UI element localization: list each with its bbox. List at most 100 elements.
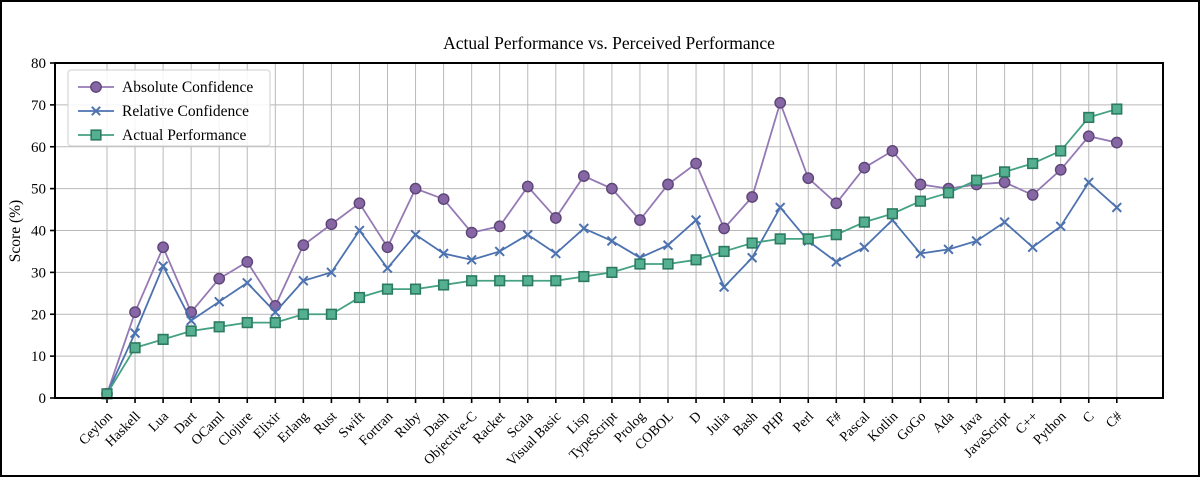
data-point-marker <box>1055 145 1067 157</box>
data-point-marker <box>971 235 982 247</box>
data-point-marker <box>858 161 871 174</box>
data-point-marker <box>1111 103 1123 115</box>
data-point-marker <box>298 275 309 286</box>
legend-item-actual-performance: Actual Performance <box>78 127 246 144</box>
data-point-marker <box>999 217 1010 228</box>
data-point-marker <box>998 176 1011 189</box>
data-point-marker <box>354 225 365 236</box>
data-point-marker <box>578 223 589 234</box>
data-point-marker <box>1055 221 1066 232</box>
data-point-marker <box>129 327 141 339</box>
data-point-marker <box>802 233 814 245</box>
data-point-marker <box>410 229 421 240</box>
legend-square-marker-icon <box>90 129 102 141</box>
data-point-marker <box>493 220 506 233</box>
data-point-marker <box>859 242 870 253</box>
data-point-marker <box>914 195 927 207</box>
data-point-marker <box>129 342 141 354</box>
x-tick-label: C# <box>1103 409 1125 431</box>
data-point-marker <box>1054 163 1067 176</box>
data-point-marker <box>690 254 702 266</box>
data-point-marker <box>690 157 702 170</box>
y-axis-label: Score (%) <box>7 200 24 262</box>
data-point-marker <box>129 306 141 319</box>
data-point-marker <box>213 321 225 333</box>
data-point-marker <box>466 254 477 265</box>
legend-label: Absolute Confidence <box>122 79 253 96</box>
data-point-marker <box>157 333 169 345</box>
data-point-marker <box>241 256 254 268</box>
data-point-marker <box>157 260 169 272</box>
data-point-marker <box>297 308 309 320</box>
data-point-marker <box>381 241 394 254</box>
data-point-marker <box>270 307 281 318</box>
plot-border <box>54 62 1164 399</box>
data-point-marker <box>1110 136 1123 149</box>
data-point-marker <box>326 267 337 278</box>
data-point-marker <box>606 235 618 247</box>
data-point-marker <box>802 172 815 185</box>
data-point-marker <box>718 281 730 293</box>
data-point-marker <box>381 283 394 295</box>
data-point-marker <box>942 187 955 199</box>
legend-item-absolute-confidence: Absolute Confidence <box>78 79 253 96</box>
data-point-marker <box>409 283 422 295</box>
data-point-marker <box>185 325 197 337</box>
data-point-marker <box>774 233 786 245</box>
data-point-marker <box>466 275 478 287</box>
data-point-marker <box>522 275 534 287</box>
data-point-marker <box>606 182 618 195</box>
x-tick-label: Erlang <box>275 409 312 446</box>
legend: Absolute Confidence Relative Confidence … <box>67 69 271 147</box>
data-point-marker <box>521 180 534 193</box>
data-point-marker <box>409 182 422 195</box>
data-point-marker <box>662 258 674 270</box>
data-point-marker <box>775 202 786 213</box>
data-point-marker <box>549 212 562 224</box>
data-point-marker <box>690 214 702 226</box>
data-point-marker <box>718 245 730 258</box>
data-point-marker <box>437 193 450 205</box>
data-point-marker <box>858 216 870 228</box>
data-point-marker <box>214 296 225 307</box>
data-point-marker <box>886 208 898 220</box>
y-tick-label: 20 <box>31 307 46 323</box>
data-point-marker <box>662 240 674 251</box>
data-point-marker <box>465 226 478 239</box>
data-point-marker <box>1027 242 1038 253</box>
y-tick-label: 50 <box>31 182 46 198</box>
x-tick-label: Julia <box>704 409 734 439</box>
data-point-marker <box>830 197 843 210</box>
x-tick-label: Lua <box>146 409 173 436</box>
x-tick-label: Pascal <box>837 409 873 445</box>
data-point-marker <box>242 277 253 288</box>
x-tick-label: Ruby <box>392 409 424 441</box>
data-point-marker <box>830 229 842 241</box>
x-tick-label: D <box>687 409 705 427</box>
y-tick-label: 80 <box>31 56 46 72</box>
data-point-marker <box>382 263 393 274</box>
data-point-marker <box>662 178 674 191</box>
y-tick-label: 70 <box>31 98 46 114</box>
data-point-marker <box>353 197 366 210</box>
data-point-marker <box>437 279 450 291</box>
legend-label: Actual Performance <box>122 127 246 144</box>
data-point-marker <box>634 258 646 270</box>
x-tick-label: Kotlin <box>865 409 901 445</box>
series-relative-confidence <box>101 177 1122 399</box>
data-point-marker <box>998 166 1011 178</box>
y-tick-label: 60 <box>31 140 46 156</box>
y-tick-label: 0 <box>39 391 47 407</box>
data-point-marker <box>1083 177 1094 188</box>
x-tick-label: Rust <box>311 409 340 438</box>
data-point-marker <box>522 229 533 240</box>
data-point-marker <box>970 174 983 186</box>
data-point-marker <box>774 96 787 109</box>
y-tick-label: 10 <box>31 349 46 365</box>
data-point-marker <box>297 239 310 252</box>
legend-label: Relative Confidence <box>122 103 249 120</box>
data-point-marker <box>438 248 449 259</box>
data-point-marker <box>325 308 338 320</box>
